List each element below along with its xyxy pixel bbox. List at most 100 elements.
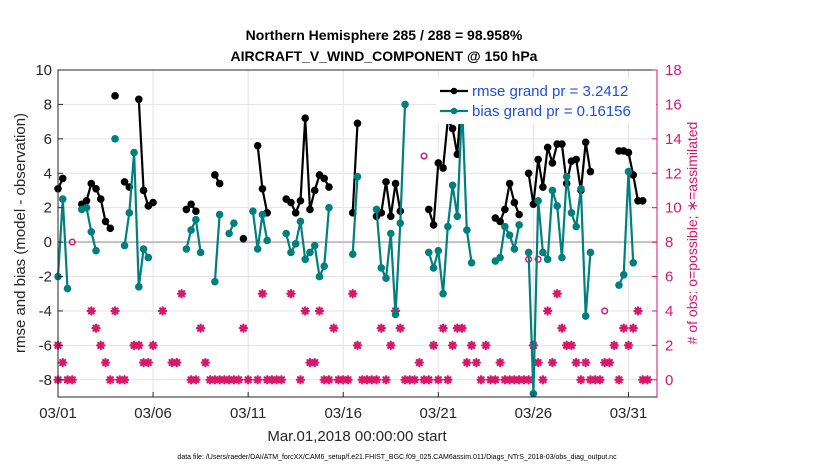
bias-point: [586, 248, 595, 257]
x-tick-label: 03/26: [515, 405, 553, 422]
bias-point: [396, 219, 405, 227]
chart-title-line2: AIRCRAFT_V_WIND_COMPONENT @ 150 hPa: [231, 48, 538, 64]
bias-point: [258, 210, 267, 219]
bias-point: [92, 246, 100, 255]
y-tick-label-left: -2: [39, 269, 52, 286]
rmse-point: [524, 169, 533, 178]
rmse-point: [139, 186, 148, 195]
bias-point: [315, 272, 324, 281]
obs-assimilated-marker: [191, 375, 201, 385]
bias-point: [425, 248, 433, 257]
bias-line-segment: [427, 103, 473, 295]
rmse-point: [429, 221, 438, 229]
bias-point: [391, 310, 400, 319]
rmse-point: [386, 212, 395, 221]
rmse-point: [548, 159, 557, 167]
legend-marker-bias: [450, 107, 458, 115]
obs-assimilated-marker: [566, 340, 577, 351]
legend-label-bias: bias grand pr = 0.16156: [472, 103, 631, 120]
obs-assimilated-marker: [557, 323, 567, 333]
legend-box: [436, 78, 656, 124]
rmse-point: [101, 217, 110, 226]
bias-point: [463, 226, 471, 234]
bias-point: [187, 226, 195, 234]
obs-assimilated-marker: [466, 340, 477, 351]
obs-assimilated-marker: [252, 375, 263, 385]
bias-point: [253, 245, 262, 253]
bias-point: [296, 217, 305, 226]
obs-assimilated-marker: [571, 357, 581, 368]
rmse-point: [448, 124, 457, 133]
bias-point: [144, 253, 153, 262]
obs-possible-marker: [534, 255, 542, 263]
obs-assimilated-marker: [414, 357, 425, 368]
obs-assimilated-marker: [386, 340, 396, 351]
obs-assimilated-marker: [619, 323, 629, 333]
obs-assimilated-marker: [542, 306, 553, 316]
obs-assimilated-marker: [233, 375, 244, 385]
rmse-point: [353, 119, 362, 128]
obs-assimilated-marker: [628, 323, 638, 333]
bias-point: [225, 229, 233, 238]
y-tick-label-right: 8: [665, 234, 673, 251]
bias-point: [111, 135, 119, 143]
right-axis: 0 2 4 6 8 10 12 14 16 18: [652, 62, 682, 397]
bias-point: [562, 172, 571, 181]
rmse-point: [558, 140, 566, 148]
rmse-point: [287, 198, 295, 207]
obs-assimilated-marker: [447, 340, 458, 351]
bias-point: [510, 245, 519, 253]
obs-assimilated-marker: [86, 306, 96, 316]
bias-point: [548, 186, 557, 195]
obs-assimilated-marker: [433, 375, 444, 385]
bias-point: [539, 248, 547, 257]
y-tick-label-right: 14: [665, 131, 682, 148]
bias-point: [619, 271, 628, 279]
bias-point: [125, 209, 134, 217]
bias-point: [310, 241, 319, 250]
rmse-point: [149, 198, 157, 207]
obs-assimilated-marker: [276, 375, 287, 385]
obs-assimilated-marker: [642, 375, 653, 385]
rmse-point: [192, 207, 200, 215]
rmse-point: [391, 179, 400, 188]
bias-line-segment: [285, 207, 331, 278]
rmse-point: [106, 224, 115, 233]
y-tick-label-left: -6: [39, 337, 52, 354]
rmse-point: [96, 195, 105, 203]
bias-line-segment: [527, 175, 592, 395]
rmse-point: [82, 197, 91, 205]
obs-assimilated-marker: [295, 375, 306, 385]
rmse-point: [505, 179, 514, 188]
obs-assimilated-marker: [157, 306, 168, 316]
bias-point: [467, 258, 476, 267]
obs-assimilated-marker: [134, 340, 144, 351]
legend: rmse grand pr = 3.2412 bias grand pr = 0.…: [436, 78, 656, 124]
left-axis: -8 -6 -4 -2 0 2 4 6 8 10: [35, 62, 63, 389]
obs-assimilated-marker: [243, 375, 253, 385]
bias-point: [448, 181, 457, 190]
obs-possible-marker: [601, 307, 609, 315]
rmse-point: [87, 179, 96, 188]
bias-point: [629, 258, 638, 267]
bias-point: [58, 195, 67, 203]
bias-point: [558, 253, 566, 262]
y-tick-label-left: 6: [44, 131, 52, 148]
bias-point: [515, 221, 523, 229]
obs-assimilated-marker: [547, 357, 558, 368]
legend-marker-rmse: [450, 87, 458, 95]
obs-assimilated-marker: [371, 375, 382, 385]
rmse-point: [638, 197, 647, 205]
bias-point: [249, 207, 257, 215]
obs-assimilated-marker: [376, 323, 386, 333]
rmse-point: [182, 205, 191, 214]
rmse-point: [382, 178, 390, 186]
obs-assimilated-marker: [110, 306, 120, 316]
y-tick-label-left: -8: [39, 372, 52, 389]
bias-point: [453, 212, 462, 221]
bias-point: [348, 250, 357, 258]
bias-point: [192, 215, 200, 224]
obs-assimilated-marker: [172, 357, 182, 368]
bias-point: [301, 255, 310, 264]
